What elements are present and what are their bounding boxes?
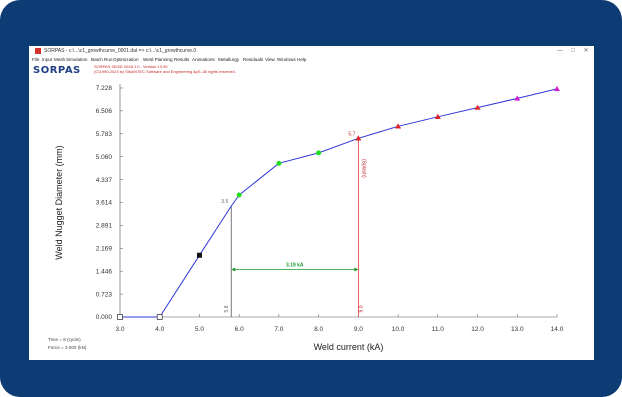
arrow-head-left xyxy=(231,267,236,272)
data-point-no-weld xyxy=(156,314,163,320)
x-tick-label: 8.0 xyxy=(314,326,323,333)
x-tick-label: 6.0 xyxy=(235,326,244,333)
version-info: SORPAS 3D/2D 2018.1.0 - Version 13.90 xyxy=(94,64,168,69)
y-tick-label: 2.891 xyxy=(96,223,113,230)
menu-batch-run[interactable]: Batch Run xyxy=(91,57,113,62)
copyright-info: (C)1990-2023 by SWANTEC Software and Eng… xyxy=(94,69,236,74)
maximize-button[interactable]: □ xyxy=(571,48,575,54)
x-tick-label: 9.0 xyxy=(354,326,363,333)
y-axis-label: Weld Nugget Diameter (mm) xyxy=(54,145,64,259)
menu-mesh[interactable]: Mesh xyxy=(54,57,66,62)
y-tick-label: 3.614 xyxy=(96,200,113,207)
data-point-small-weld xyxy=(196,252,202,258)
x-tick-label: 4.0 xyxy=(155,326,164,333)
y-tick-label: 0.000 xyxy=(96,314,113,321)
y-tick-label: 6.506 xyxy=(96,108,113,115)
min-diameter-label: 3.5 xyxy=(221,199,228,205)
arrow-head-right xyxy=(354,267,359,272)
minimize-button[interactable]: — xyxy=(557,48,563,54)
menu-bar: File Input Mesh Simulation Batch Run Opt… xyxy=(29,56,594,64)
x-tick-label: 10.0 xyxy=(392,326,405,333)
menu-residuals[interactable]: Residuals xyxy=(243,57,264,62)
x-axis-label: Weld current (kA) xyxy=(314,342,384,352)
x-tick-label: 11.0 xyxy=(432,326,445,333)
menu-input[interactable]: Input xyxy=(42,57,53,62)
title-bar: SORPAS - c:\...\c1_growthcurve_0001.dat … xyxy=(29,46,594,56)
menu-animations[interactable]: Animations xyxy=(192,57,215,62)
data-point-good-weld xyxy=(236,192,242,198)
data-point-expulsion xyxy=(395,123,402,129)
sorpas-logo: SORPAS xyxy=(33,65,81,76)
x-tick-label: 5.0 xyxy=(195,326,204,333)
data-point-expulsion xyxy=(355,135,362,141)
data-point-good-weld xyxy=(316,150,322,156)
menu-results[interactable]: Results xyxy=(174,57,190,62)
menu-simulation[interactable]: Simulation xyxy=(66,57,88,62)
x-tick-label: 3.0 xyxy=(115,326,124,333)
data-point-expulsion xyxy=(434,113,441,119)
app-icon xyxy=(35,48,41,54)
max-current-label: 9.0 xyxy=(358,305,364,312)
app-window: SORPAS - c:\...\c1_growthcurve_0001.dat … xyxy=(29,46,594,360)
y-tick-label: 2.169 xyxy=(96,245,113,252)
data-point-good-weld xyxy=(276,160,282,166)
x-tick-label: 13.0 xyxy=(511,326,524,333)
data-point-expulsion xyxy=(554,85,560,92)
max-diameter-label: 5.7 xyxy=(348,131,355,137)
menu-help[interactable]: Help xyxy=(297,57,307,62)
data-point-expulsion xyxy=(514,95,521,101)
current-range-label: 3.19 kA xyxy=(286,262,304,268)
force-readout: Force = 3.000 (kN) xyxy=(48,345,87,350)
data-point-expulsion xyxy=(474,104,481,110)
menu-view[interactable]: View xyxy=(265,57,275,62)
y-tick-label: 5.783 xyxy=(96,131,113,138)
y-tick-label: 5.060 xyxy=(96,154,113,161)
min-current-label: 5.8 xyxy=(224,305,230,312)
x-tick-label: 7.0 xyxy=(274,326,283,333)
menu-file[interactable]: File xyxy=(32,57,40,62)
x-tick-label: 12.0 xyxy=(471,326,484,333)
y-tick-label: 1.446 xyxy=(96,268,113,275)
y-tick-label: 0.723 xyxy=(96,291,113,298)
y-tick-label: 4.337 xyxy=(96,177,113,184)
menu-windows[interactable]: Windows xyxy=(277,57,296,62)
time-readout: Time = 8 (cycle) xyxy=(48,337,81,342)
x-tick-label: 14.0 xyxy=(551,326,564,333)
window-title: SORPAS - c:\...\c1_growthcurve_0001.dat … xyxy=(44,48,197,54)
data-point-no-weld xyxy=(117,314,123,320)
menu-weld-planning[interactable]: Weld Planning xyxy=(143,57,173,62)
menu-optimization[interactable]: Optimization xyxy=(113,57,139,62)
y-tick-label: 7.228 xyxy=(96,85,113,92)
menu-metallurgy[interactable]: Metallurgy xyxy=(218,57,240,62)
splash-label: (Splash) xyxy=(360,159,366,178)
close-button[interactable]: ✕ xyxy=(583,48,589,54)
growth-curve-line xyxy=(120,88,558,318)
weld-growth-chart: 0.000 0.723 1.446 2.169 2.891 3.614 4.337 5.060… xyxy=(54,84,564,352)
